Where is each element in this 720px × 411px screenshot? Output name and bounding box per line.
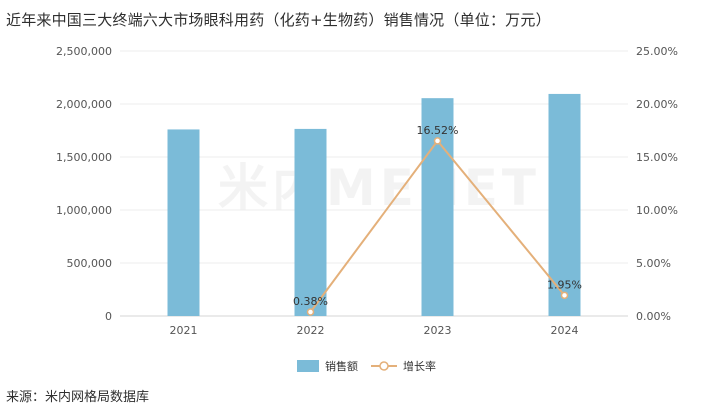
legend-swatch-sales [297, 360, 319, 372]
bar [548, 93, 581, 317]
y-left-tick-label: 0 [105, 310, 112, 323]
x-tick-label: 2021 [170, 324, 198, 337]
y-right-tick-label: 20.00% [636, 98, 678, 111]
growth-data-label: 0.38% [293, 295, 328, 308]
x-tick-label: 2022 [297, 324, 325, 337]
watermark: 米内MENET [218, 159, 541, 217]
y-left-tick-label: 500,000 [67, 257, 113, 270]
y-left-tick-label: 1,000,000 [56, 204, 112, 217]
legend-label-sales: 销售额 [325, 359, 358, 373]
y-right-tick-label: 0.00% [636, 310, 671, 323]
growth-point [560, 291, 569, 300]
growth-data-label: 16.52% [417, 124, 459, 137]
bar [294, 128, 327, 316]
bar [167, 129, 200, 316]
growth-point [306, 308, 315, 316]
y-right-tick-label: 15.00% [636, 151, 678, 164]
growth-data-label: 1.95% [547, 278, 582, 291]
legend-label-growth: 增长率 [403, 359, 436, 373]
y-left-tick-label: 1,500,000 [56, 151, 112, 164]
growth-point [433, 137, 442, 145]
y-left-tick-label: 2,000,000 [56, 98, 112, 111]
source-note: 来源：米内网格局数据库 [6, 390, 150, 405]
x-tick-label: 2024 [551, 324, 579, 337]
bar [421, 98, 454, 316]
chart-title: 近年来中国三大终端六大市场眼科用药（化药+生物药）销售情况（单位：万元） [6, 11, 551, 29]
legend-marker-growth [379, 361, 389, 371]
y-right-tick-label: 5.00% [636, 257, 671, 270]
y-left-tick-label: 2,500,000 [56, 45, 112, 58]
x-tick-label: 2023 [424, 324, 452, 337]
y-right-tick-label: 10.00% [636, 204, 678, 217]
y-right-tick-label: 25.00% [636, 45, 678, 58]
